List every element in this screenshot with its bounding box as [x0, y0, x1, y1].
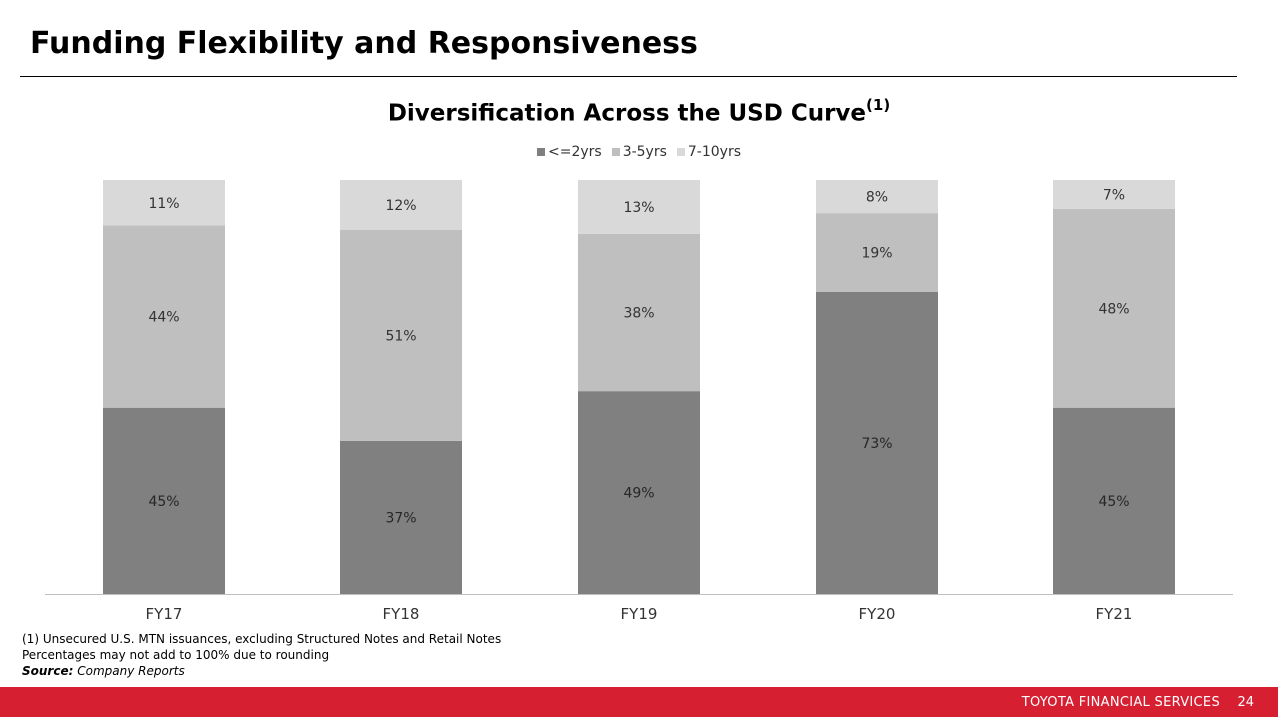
page-number: 24 — [1237, 695, 1254, 710]
legend-label: 7-10yrs — [687, 144, 741, 160]
x-tick-label: FY18 — [383, 605, 420, 623]
bar-segment — [816, 180, 938, 214]
source-line: Source: Company Reports — [22, 663, 501, 679]
bar-segment — [578, 233, 700, 392]
data-label: 48% — [1098, 301, 1129, 317]
data-label: 7% — [1103, 187, 1125, 203]
chart-title-text: Diversification Across the USD Curve — [387, 100, 867, 127]
x-tick-label: FY21 — [1096, 605, 1133, 623]
bar-segment — [578, 180, 700, 234]
legend-swatch — [611, 148, 620, 156]
footnotes: (1) Unsecured U.S. MTN issuances, exclud… — [22, 631, 501, 679]
data-label: 19% — [861, 245, 892, 261]
bar-segment — [816, 291, 938, 594]
data-label: 38% — [623, 305, 654, 321]
source-text: Company Reports — [77, 664, 185, 678]
data-label: 45% — [148, 494, 179, 510]
chart-legend: <=2yrs 3-5yrs 7-10yrs — [0, 144, 1278, 160]
data-label: 45% — [1098, 494, 1129, 510]
data-label: 51% — [385, 328, 416, 344]
x-tick-label: FY20 — [859, 605, 896, 623]
bar-segment — [103, 225, 225, 408]
bar-segment — [1053, 180, 1175, 209]
legend-label: <=2yrs — [547, 144, 602, 160]
chart-title-footnote-marker: (1) — [866, 96, 891, 114]
x-tick-label: FY17 — [146, 605, 183, 623]
bar-segment — [340, 180, 462, 230]
page-title: Funding Flexibility and Responsiveness — [30, 26, 698, 61]
bar-segment — [340, 440, 462, 594]
legend-item: 3-5yrs — [611, 144, 667, 160]
bar-segment — [103, 407, 225, 594]
data-label: 73% — [861, 436, 892, 452]
bar-segment — [816, 213, 938, 292]
source-label: Source: — [22, 664, 74, 678]
data-label: 13% — [623, 200, 654, 216]
data-label: 11% — [148, 196, 179, 212]
bar-segment — [340, 229, 462, 441]
footnote-1: (1) Unsecured U.S. MTN issuances, exclud… — [22, 632, 502, 646]
footnote-rounding: Percentages may not add to 100% due to r… — [22, 648, 330, 662]
stacked-bar-chart: 45% 44% 11% FY17 37% 51% 12% FY18 49% 38% 13% FY19 7… — [45, 180, 1233, 623]
footer-bar: TOYOTA FINANCIAL SERVICES 24 — [0, 687, 1278, 717]
data-label: 37% — [385, 510, 416, 526]
x-tick-label: FY19 — [621, 605, 658, 623]
legend-swatch — [676, 148, 685, 156]
chart-title: Diversification Across the USD Curve(1) — [0, 96, 1278, 127]
legend-item: <=2yrs — [536, 144, 602, 160]
title-divider — [20, 76, 1237, 77]
bar-segment — [578, 391, 700, 594]
legend-item: 7-10yrs — [676, 144, 741, 160]
bar-segment — [103, 180, 225, 226]
legend-swatch — [536, 148, 545, 156]
data-label: 44% — [148, 310, 179, 326]
data-label: 12% — [385, 198, 416, 214]
data-label: 8% — [866, 190, 888, 206]
bar-segment — [1053, 208, 1175, 408]
data-label: 49% — [623, 486, 654, 502]
bar-segment — [1053, 407, 1175, 594]
footer-brand: TOYOTA FINANCIAL SERVICES — [1021, 695, 1220, 710]
legend-label: 3-5yrs — [622, 144, 667, 160]
